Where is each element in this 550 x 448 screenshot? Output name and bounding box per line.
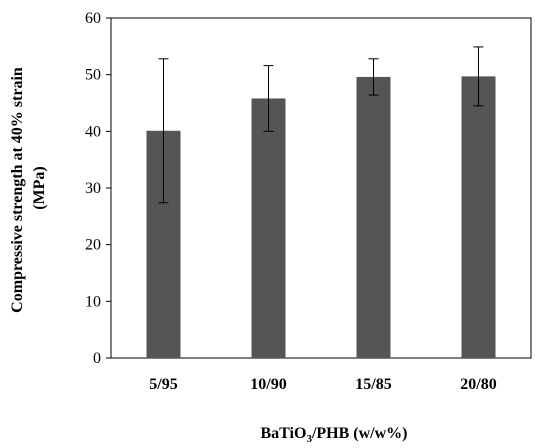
x-axis-ticks: 5/95 10/90 15/85 20/80 [149, 376, 496, 393]
x-axis-title-rest: /PHB (w/w%) [311, 425, 408, 442]
bars [146, 76, 496, 358]
y-tick-label: 20 [85, 237, 101, 254]
y-tick-label: 0 [93, 350, 101, 367]
x-axis-title-main: BaTiO [261, 425, 307, 442]
x-tick-label: 15/85 [355, 376, 391, 393]
y-axis-title-line2: (MPa) [31, 166, 48, 210]
x-tick-label: 5/95 [149, 376, 177, 393]
y-tick-label: 50 [85, 67, 101, 84]
x-axis-title: BaTiO3/PHB (w/w%) [261, 425, 408, 445]
y-tick-label: 60 [85, 10, 101, 27]
y-axis-title: Compressive strength at 40% strain (MPa) [9, 63, 48, 313]
error-bars [158, 46, 484, 204]
y-axis-title-line1: Compressive strength at 40% strain [9, 67, 26, 313]
x-axis-title-subscript: 3 [306, 433, 312, 445]
y-tick-label: 10 [85, 293, 101, 310]
x-tick-label: 20/80 [460, 376, 496, 393]
bar [461, 76, 496, 358]
bar [251, 98, 286, 358]
bar [356, 76, 391, 358]
y-axis-ticks: 0 10 20 30 40 50 60 [85, 10, 111, 367]
y-tick-label: 30 [85, 180, 101, 197]
x-tick-label: 10/90 [250, 376, 286, 393]
y-tick-label: 40 [85, 123, 101, 140]
